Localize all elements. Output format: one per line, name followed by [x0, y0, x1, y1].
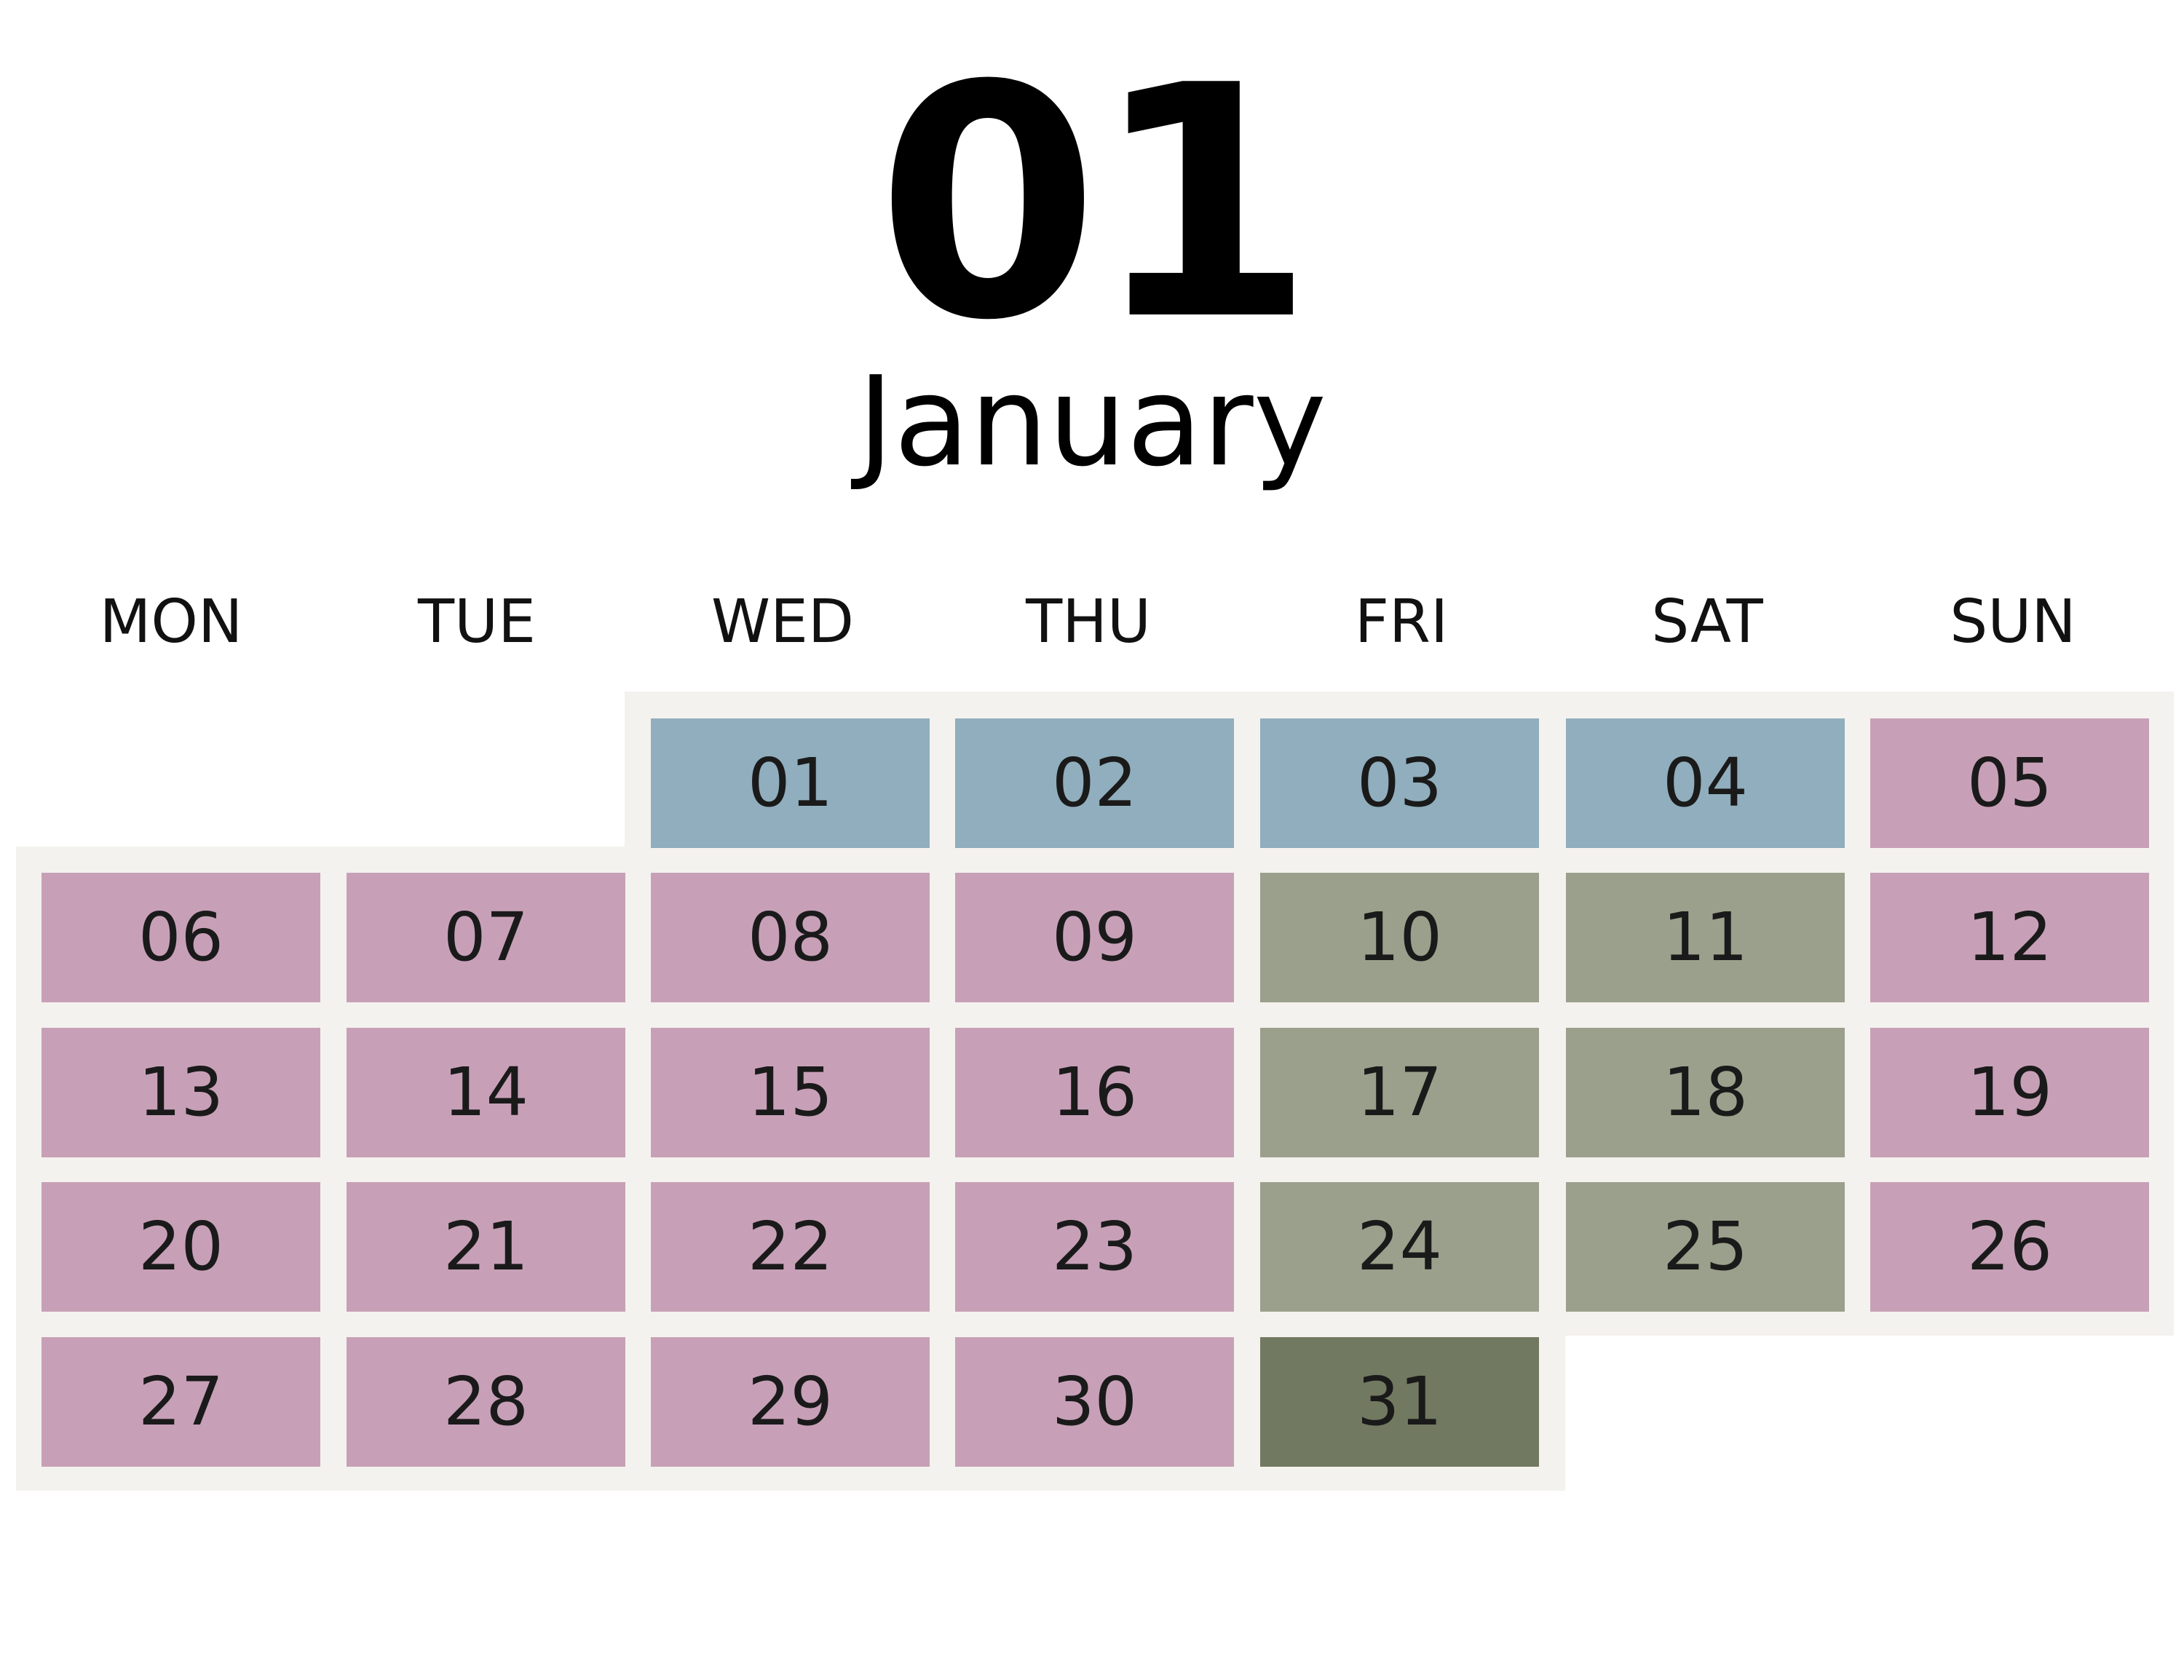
day-cell-23[interactable]: 23 — [955, 1182, 1234, 1312]
day-cell-18[interactable]: 18 — [1566, 1028, 1845, 1157]
day-cell-17[interactable]: 17 — [1260, 1028, 1539, 1157]
weekday-tue: TUE — [418, 587, 536, 657]
day-cell-13[interactable]: 13 — [41, 1028, 320, 1157]
day-cell-08[interactable]: 08 — [651, 873, 930, 1002]
day-cell-21[interactable]: 21 — [347, 1182, 625, 1312]
day-cell-28[interactable]: 28 — [347, 1337, 625, 1467]
day-cell-09[interactable]: 09 — [955, 873, 1234, 1002]
month-name: January — [857, 350, 1327, 494]
weekday-sun: SUN — [1950, 587, 2076, 657]
day-cell-29[interactable]: 29 — [651, 1337, 930, 1467]
day-cell-07[interactable]: 07 — [347, 873, 625, 1002]
day-cell-19[interactable]: 19 — [1870, 1028, 2149, 1157]
day-cell-14[interactable]: 14 — [347, 1028, 625, 1157]
day-cell-11[interactable]: 11 — [1566, 873, 1845, 1002]
day-cell-04[interactable]: 04 — [1566, 718, 1845, 848]
day-cell-10[interactable]: 10 — [1260, 873, 1539, 1002]
day-cell-06[interactable]: 06 — [41, 873, 320, 1002]
weekday-wed: WED — [711, 587, 855, 657]
day-cell-12[interactable]: 12 — [1870, 873, 2149, 1002]
day-cell-20[interactable]: 20 — [41, 1182, 320, 1312]
day-cell-16[interactable]: 16 — [955, 1028, 1234, 1157]
day-cell-03[interactable]: 03 — [1260, 718, 1539, 848]
day-cell-24[interactable]: 24 — [1260, 1182, 1539, 1312]
day-cell-01[interactable]: 01 — [651, 718, 930, 848]
weekday-fri: FRI — [1354, 587, 1449, 657]
weekday-sat: SAT — [1651, 587, 1763, 657]
day-cell-02[interactable]: 02 — [955, 718, 1234, 848]
day-cell-26[interactable]: 26 — [1870, 1182, 2149, 1312]
day-cell-27[interactable]: 27 — [41, 1337, 320, 1467]
day-cell-30[interactable]: 30 — [955, 1337, 1234, 1467]
weekday-mon: MON — [99, 587, 243, 657]
day-cell-25[interactable]: 25 — [1566, 1182, 1845, 1312]
weekday-thu: THU — [1026, 587, 1151, 657]
month-number: 01 — [876, 17, 1315, 390]
day-cell-05[interactable]: 05 — [1870, 718, 2149, 848]
day-cell-15[interactable]: 15 — [651, 1028, 930, 1157]
day-cell-31[interactable]: 31 — [1260, 1337, 1539, 1467]
day-cell-22[interactable]: 22 — [651, 1182, 930, 1312]
